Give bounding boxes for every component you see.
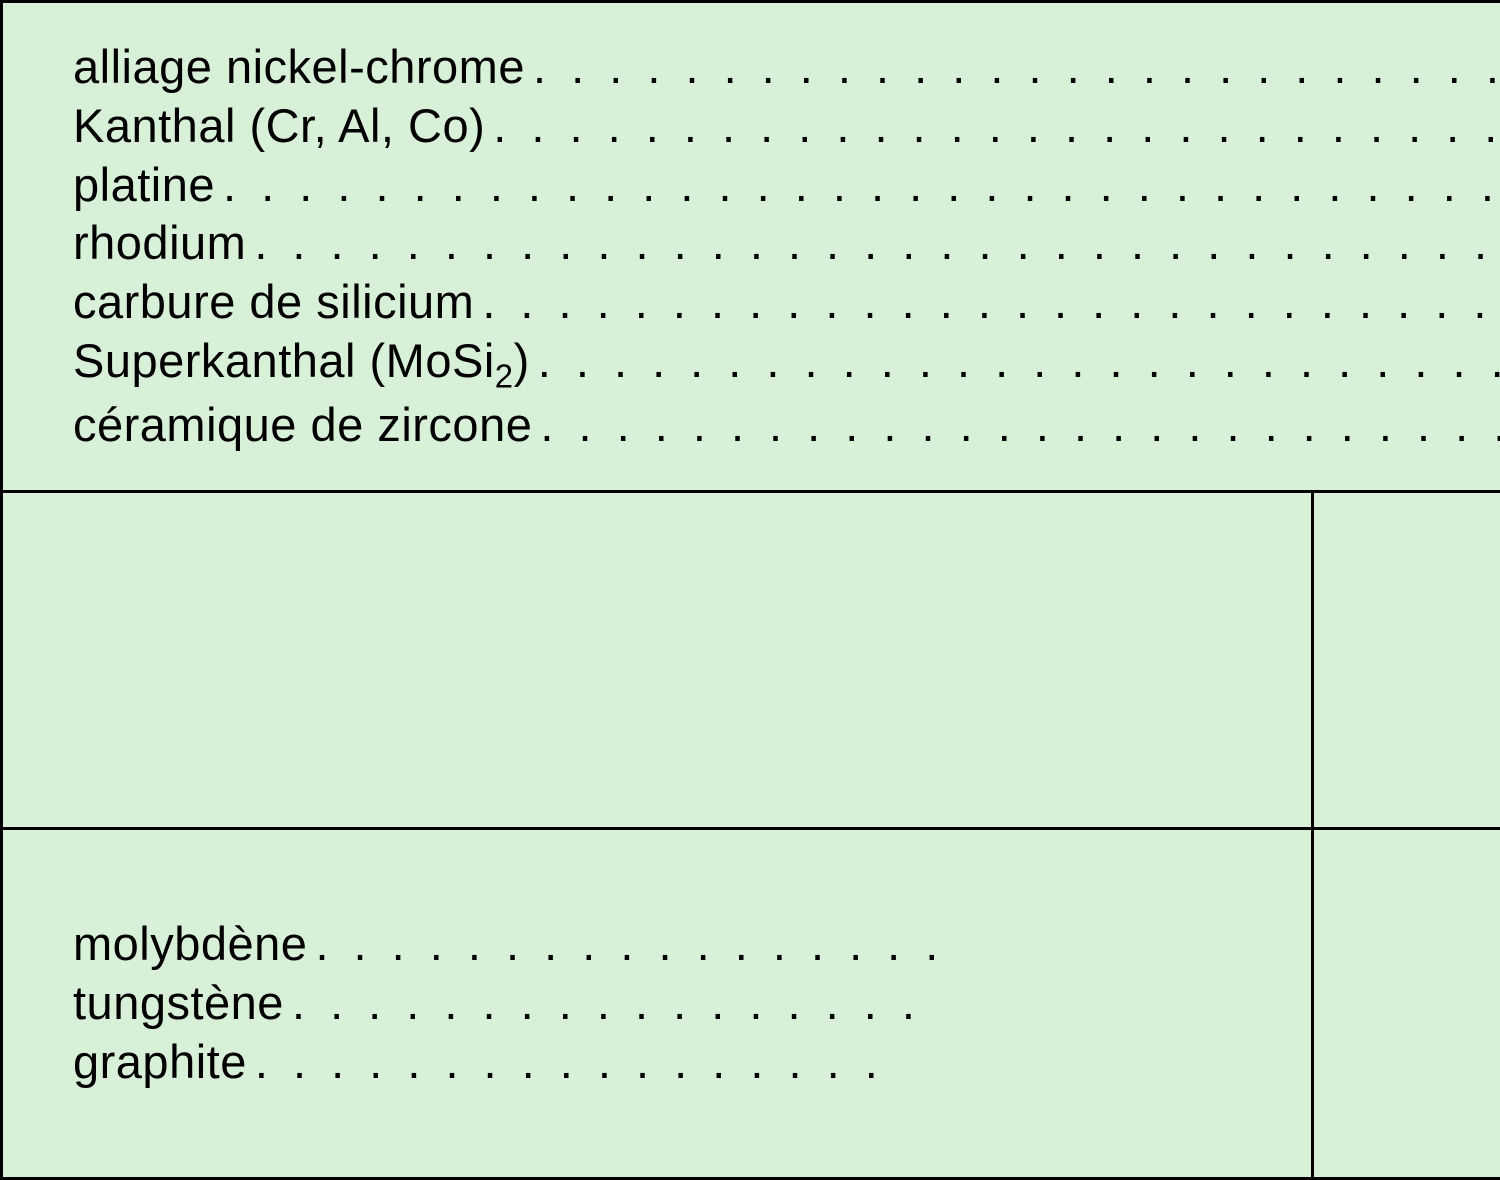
- material-label: tungstène: [73, 974, 284, 1033]
- table-row: céramique de zircone . . . . . . . . . .…: [73, 396, 1500, 455]
- table-row: Kanthal (Cr, Al, Co) . . . . . . . . . .…: [73, 97, 1500, 156]
- column-header-vacuum: sous vide: [1312, 492, 1500, 829]
- dot-leader: . . . . . . . . . . . . . . . . .: [307, 915, 1310, 974]
- dot-leader: . . . . . . . . . . . . . . . . .: [247, 1033, 1311, 1092]
- bottom-data-row: molybdène . . . . . . . . . . . . . . . …: [2, 828, 1500, 1178]
- material-label: platine: [73, 156, 215, 215]
- bottom-header-row: sous vide sous pression en atmosphère ré…: [2, 492, 1500, 829]
- material-label: Superkanthal (MoSi2): [73, 332, 530, 397]
- top-section-row: alliage nickel-chrome . . . . . . . . . …: [2, 2, 1500, 492]
- table-row: carbure de silicium . . . . . . . . . . …: [73, 273, 1500, 332]
- top-materials-cell: alliage nickel-chrome . . . . . . . . . …: [2, 2, 1500, 492]
- dot-leader: . . . . . . . . . . . . . . . . . . . . …: [474, 273, 1500, 332]
- table-row: rhodium . . . . . . . . . . . . . . . . …: [73, 214, 1500, 273]
- material-value: 2 100: [1334, 915, 1500, 974]
- material-label: alliage nickel-chrome: [73, 38, 525, 97]
- material-label: molybdène: [73, 915, 307, 974]
- dot-leader: . . . . . . . . . . . . . . . . . . . . …: [485, 97, 1500, 156]
- table-row: alliage nickel-chrome . . . . . . . . . …: [73, 38, 1500, 97]
- dot-leader: . . . . . . . . . . . . . . . . . . . . …: [246, 214, 1500, 273]
- material-label: rhodium: [73, 214, 246, 273]
- empty-header-cell: [2, 492, 1313, 829]
- material-label: céramique de zircone: [73, 396, 532, 455]
- material-value: 2 700: [1334, 974, 1500, 1033]
- material-label: graphite: [73, 1033, 247, 1092]
- dot-leader: . . . . . . . . . . . . . . . . . . . . …: [532, 396, 1500, 455]
- table-row: tungstène . . . . . . . . . . . . . . . …: [73, 974, 1311, 1033]
- dot-leader: . . . . . . . . . . . . . . . . . . . . …: [530, 332, 1500, 391]
- material-label: carbure de silicium: [73, 273, 474, 332]
- materials-table: alliage nickel-chrome . . . . . . . . . …: [0, 0, 1500, 1180]
- vacuum-values-cell: 2 100 2 700 2 200: [1312, 828, 1500, 1178]
- dot-leader: . . . . . . . . . . . . . . . . .: [284, 974, 1311, 1033]
- table-row: Superkanthal (MoSi2) . . . . . . . . . .…: [73, 332, 1500, 397]
- material-label: Kanthal (Cr, Al, Co): [73, 97, 485, 156]
- bottom-labels-cell: molybdène . . . . . . . . . . . . . . . …: [2, 828, 1313, 1178]
- table-row: molybdène . . . . . . . . . . . . . . . …: [73, 915, 1311, 974]
- dot-leader: . . . . . . . . . . . . . . . . . . . . …: [215, 156, 1500, 215]
- table-row: graphite . . . . . . . . . . . . . . . .…: [73, 1033, 1311, 1092]
- dot-leader: . . . . . . . . . . . . . . . . . . . . …: [525, 38, 1500, 97]
- material-value: 2 200: [1334, 1033, 1500, 1092]
- table-row: platine . . . . . . . . . . . . . . . . …: [73, 156, 1500, 215]
